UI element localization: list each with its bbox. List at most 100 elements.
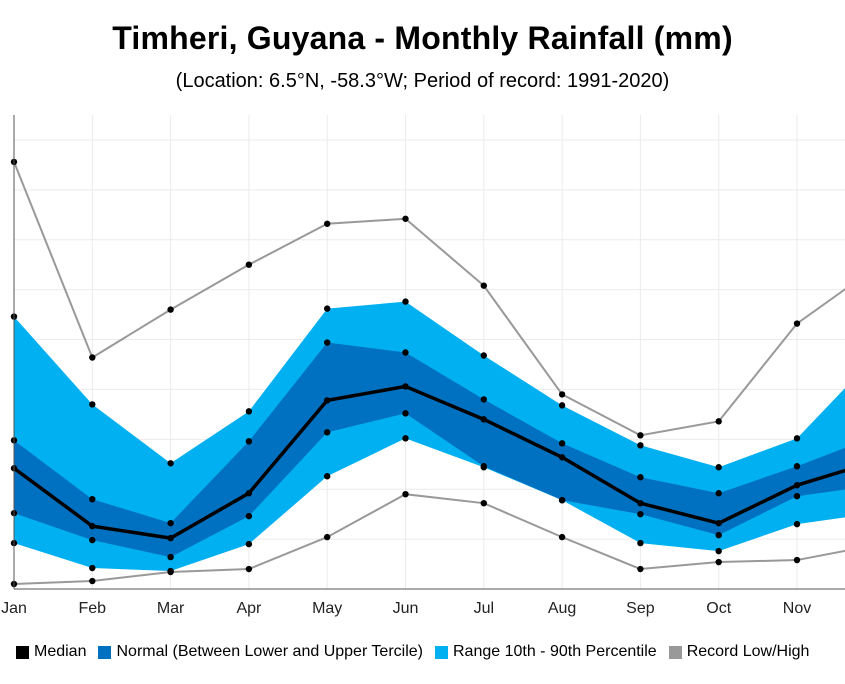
- p90-point: [637, 442, 644, 449]
- p10-point: [793, 520, 801, 528]
- upper-tercile-point: [167, 519, 174, 527]
- upper-tercile-point: [793, 463, 801, 470]
- legend: Median Normal (Between Lower and Upper T…: [16, 640, 821, 664]
- chart-title: Timheri, Guyana - Monthly Rainfall (mm): [112, 20, 733, 56]
- record-high-point: [167, 306, 174, 313]
- data-points: [10, 158, 801, 588]
- p10-point: [167, 567, 174, 575]
- x-tick-label: Nov: [783, 600, 811, 617]
- legend-item-normal: Normal (Between Lower and Upper Tercile): [98, 643, 423, 661]
- median-point: [89, 522, 96, 530]
- lower-tercile-point: [402, 410, 409, 417]
- record-low-point: [89, 577, 96, 585]
- legend-item-median: Median: [16, 643, 86, 661]
- upper-tercile-point: [637, 474, 644, 481]
- legend-swatch-range: [435, 645, 448, 659]
- lower-tercile-point: [89, 536, 96, 544]
- x-tick-label: Mar: [157, 600, 185, 617]
- record-low-point: [715, 558, 722, 566]
- legend-label-normal: Normal (Between Lower and Upper Tercile): [116, 643, 423, 660]
- lower-tercile-point: [245, 512, 253, 520]
- p90-point: [167, 460, 174, 467]
- x-tick-labels: JanFebMarAprMayJunJulAugSepOctNovDec: [1, 600, 811, 617]
- legend-swatch-normal: [98, 645, 112, 659]
- record-high-point: [558, 391, 566, 398]
- legend-item-range: Range 10th - 90th Percentile: [435, 643, 657, 661]
- record-high-point: [402, 215, 409, 222]
- x-tick-label: Sep: [626, 600, 655, 617]
- record-low-point: [637, 565, 644, 573]
- p90-point: [715, 464, 722, 471]
- p90-point: [324, 305, 331, 312]
- median-point: [558, 454, 566, 461]
- x-tick-label: Aug: [548, 600, 576, 617]
- upper-tercile-point: [402, 349, 409, 356]
- record-low-line: [13, 493, 845, 586]
- record-high-point: [715, 418, 722, 425]
- median-point: [793, 482, 801, 489]
- upper-tercile-point: [89, 495, 96, 503]
- lower-tercile-point: [558, 496, 566, 504]
- record-high-point: [793, 320, 801, 327]
- bands: [14, 301, 845, 572]
- record-low-point: [402, 491, 409, 498]
- record-high-point: [324, 220, 331, 227]
- legend-swatch-record: [668, 645, 682, 659]
- record-low-point: [558, 533, 566, 541]
- legend-item-record: Record Low/High: [668, 643, 810, 661]
- x-tick-label: Jul: [474, 600, 494, 617]
- x-tick-label: Jan: [1, 600, 27, 617]
- lower-tercile-point: [793, 492, 801, 500]
- p90-point: [402, 298, 409, 305]
- record-high-point: [245, 261, 253, 268]
- record-high-point: [480, 282, 487, 289]
- legend-label-range: Range 10th - 90th Percentile: [453, 643, 657, 660]
- p90-point: [89, 401, 96, 408]
- p10-point: [245, 540, 253, 548]
- p90-point: [793, 435, 801, 442]
- median-point: [637, 499, 644, 507]
- record-high-line: [13, 161, 845, 437]
- record-high-point: [89, 354, 96, 361]
- record-low-point: [245, 565, 253, 573]
- median-point: [480, 416, 487, 423]
- legend-swatch-median: [16, 645, 29, 659]
- p90-point: [245, 408, 253, 415]
- chart-subtitle: (Location: 6.5°N, -58.3°W; Period of rec…: [175, 70, 670, 92]
- record-low-point: [480, 499, 487, 507]
- legend-label-median: Median: [34, 643, 87, 660]
- legend-label-record: Record Low/High: [686, 643, 810, 660]
- p10-point: [637, 539, 644, 547]
- upper-tercile-point: [715, 490, 722, 497]
- p10-point: [89, 564, 96, 572]
- lower-tercile-point: [324, 429, 331, 436]
- x-tick-label: Apr: [236, 600, 262, 617]
- p10-point: [324, 473, 331, 480]
- upper-tercile-point: [480, 396, 487, 403]
- p10-point: [715, 547, 722, 555]
- median-line: [12, 384, 845, 540]
- upper-tercile-point: [558, 440, 566, 447]
- lower-tercile-point: [637, 510, 644, 518]
- lower-tercile-point: [715, 531, 722, 539]
- p90-point: [480, 352, 487, 359]
- median-point: [715, 519, 722, 527]
- record-high-point: [637, 432, 644, 439]
- median-point: [324, 397, 331, 404]
- record-low-point: [324, 533, 331, 541]
- p90-point: [558, 402, 566, 409]
- median-point: [167, 534, 174, 542]
- x-tick-label: May: [312, 600, 342, 617]
- record-low-point: [793, 556, 801, 564]
- lower-tercile-point: [480, 463, 487, 470]
- upper-tercile-point: [245, 438, 253, 445]
- upper-tercile-point: [324, 339, 331, 346]
- x-tick-label: Jun: [393, 600, 419, 617]
- median-point: [245, 490, 253, 497]
- median-point: [402, 383, 409, 390]
- p10-point: [402, 435, 409, 442]
- x-tick-label: Oct: [706, 600, 731, 617]
- lower-tercile-point: [167, 553, 174, 561]
- series-lines: [12, 161, 845, 586]
